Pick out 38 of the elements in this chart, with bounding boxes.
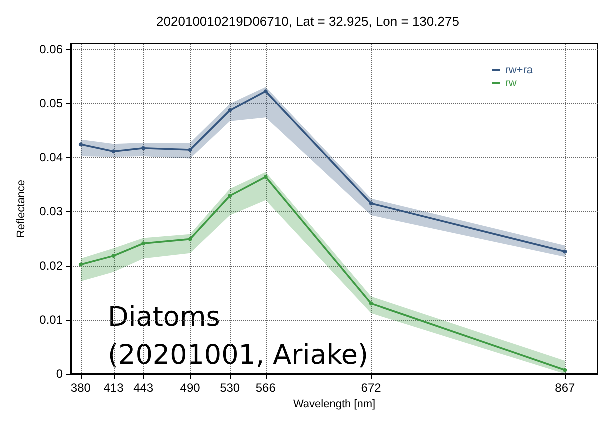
point [369, 302, 374, 306]
point [563, 250, 568, 254]
point [264, 90, 268, 94]
point [142, 242, 146, 246]
y-tick-label: 0.03 [40, 204, 64, 219]
annotation: (20201001, Ariake) [108, 340, 369, 371]
annotation: Diatoms [108, 302, 220, 333]
point [142, 146, 146, 150]
legend-label: rw [505, 78, 517, 90]
y-tick-label: 0.06 [40, 42, 64, 56]
x-tick-label: 672 [361, 381, 382, 395]
legend-label: rw+ra [505, 64, 534, 76]
y-tick-label: 0 [56, 367, 64, 381]
y-tick-label: 0.01 [40, 312, 64, 327]
x-tick-label: 566 [256, 381, 276, 395]
point [112, 254, 116, 258]
chart-title: 202010010219D06710, Lat = 32.925, Lon = 130.275 [156, 14, 460, 29]
x-tick-label: 443 [134, 381, 154, 395]
point [264, 175, 268, 180]
point [188, 148, 192, 152]
point [228, 108, 232, 113]
y-tick-label: 0.05 [40, 96, 64, 111]
x-tick-label: 413 [104, 381, 124, 395]
x-tick-label: 490 [180, 381, 201, 395]
point [188, 237, 192, 242]
x-tick-label: 867 [555, 381, 576, 395]
point [78, 262, 83, 267]
point [78, 142, 83, 147]
point [228, 194, 232, 198]
x-axis-title: Wavelength [nm] [293, 398, 376, 410]
point [563, 368, 568, 372]
y-tick-label: 0.02 [40, 258, 64, 273]
x-tick-label: 380 [70, 381, 92, 395]
x-tick-label: 530 [220, 381, 240, 395]
y-axis-title: Reflectance [16, 180, 28, 238]
y-tick-label: 0.04 [40, 150, 64, 165]
point [369, 202, 374, 206]
point [112, 150, 116, 154]
